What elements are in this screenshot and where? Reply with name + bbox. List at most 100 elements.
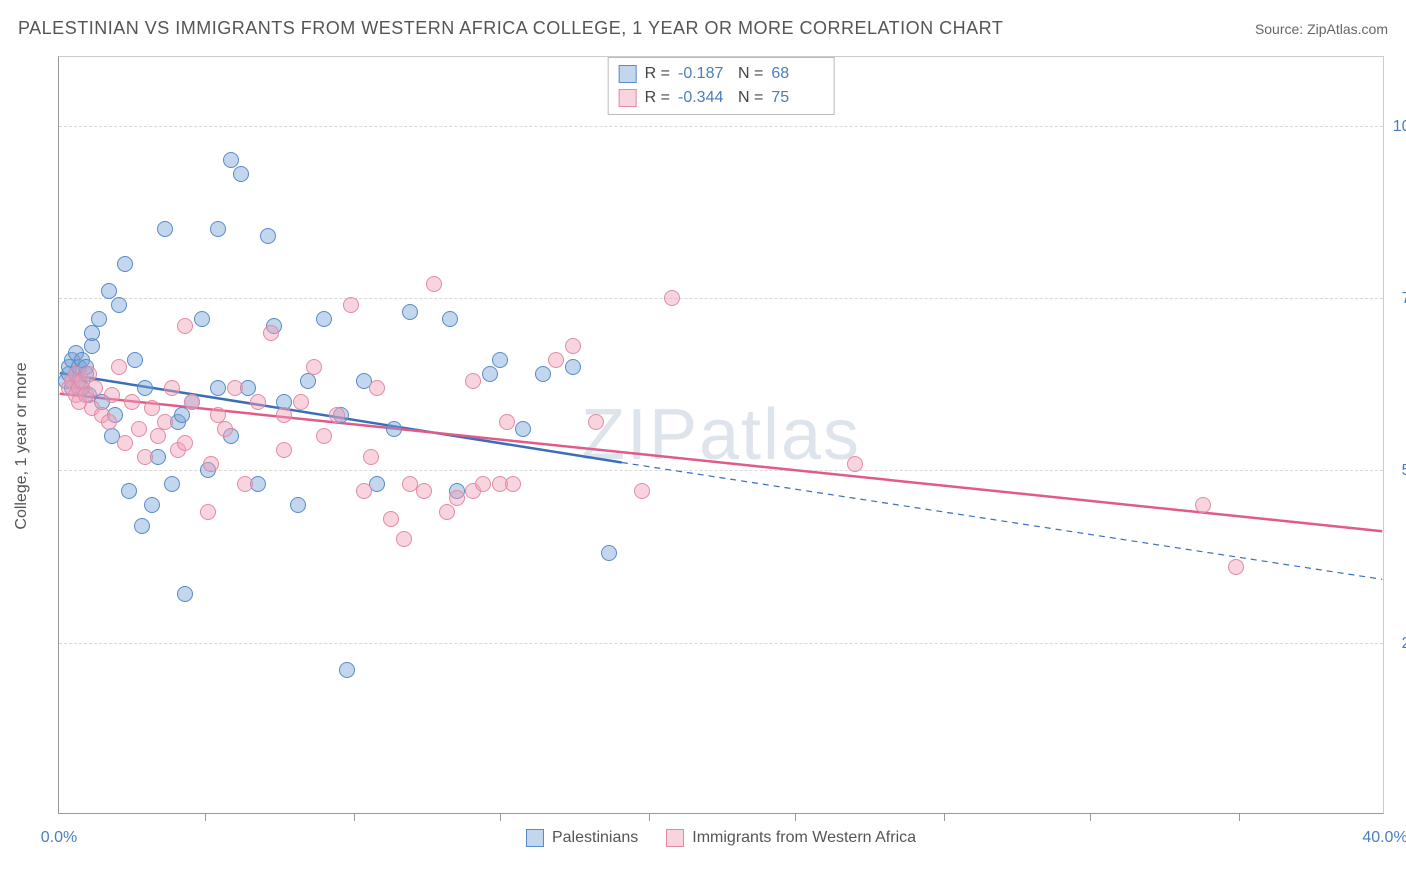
scatter-point — [157, 221, 173, 237]
x-tick — [354, 813, 355, 821]
scatter-point — [121, 483, 137, 499]
x-tick — [944, 813, 945, 821]
n-label: N = — [738, 62, 763, 86]
scatter-point — [276, 442, 292, 458]
stats-row: R = -0.187 N = 68 — [619, 62, 824, 86]
x-tick-label: 40.0% — [1362, 829, 1406, 847]
y-tick-label: 100.0% — [1393, 118, 1406, 136]
y-tick-label: 75.0% — [1402, 290, 1406, 308]
scatter-point — [210, 221, 226, 237]
x-tick — [205, 813, 206, 821]
scatter-point — [482, 366, 498, 382]
scatter-point — [386, 421, 402, 437]
scatter-point — [442, 311, 458, 327]
scatter-point — [505, 476, 521, 492]
scatter-point — [548, 352, 564, 368]
x-tick — [1090, 813, 1091, 821]
gridline: 50.0% — [59, 470, 1383, 471]
scatter-point — [131, 421, 147, 437]
stats-row: R = -0.344 N = 75 — [619, 86, 824, 110]
legend-item: Immigrants from Western Africa — [666, 829, 916, 847]
scatter-point — [329, 407, 345, 423]
gridline: 75.0% — [59, 298, 1383, 299]
y-tick-label: 50.0% — [1402, 462, 1406, 480]
scatter-point — [300, 373, 316, 389]
scatter-point — [634, 483, 650, 499]
scatter-point — [203, 456, 219, 472]
legend-swatch — [666, 829, 684, 847]
scatter-point — [449, 490, 465, 506]
scatter-point — [84, 325, 100, 341]
x-tick — [649, 813, 650, 821]
legend-label: Palestinians — [552, 829, 638, 847]
scatter-point — [383, 511, 399, 527]
scatter-point — [134, 518, 150, 534]
scatter-point — [84, 338, 100, 354]
scatter-point — [124, 394, 140, 410]
r-value: -0.187 — [678, 62, 730, 86]
scatter-point — [276, 407, 292, 423]
scatter-point — [316, 428, 332, 444]
scatter-point — [402, 304, 418, 320]
scatter-point — [200, 504, 216, 520]
scatter-point — [177, 435, 193, 451]
scatter-point — [137, 380, 153, 396]
scatter-point — [117, 256, 133, 272]
scatter-point — [227, 380, 243, 396]
scatter-point — [1228, 559, 1244, 575]
scatter-point — [111, 359, 127, 375]
gridline: 25.0% — [59, 643, 1383, 644]
scatter-point — [439, 504, 455, 520]
scatter-point — [847, 456, 863, 472]
scatter-point — [416, 483, 432, 499]
scatter-point — [664, 290, 680, 306]
scatter-point — [184, 394, 200, 410]
scatter-point — [233, 166, 249, 182]
scatter-point — [91, 311, 107, 327]
scatter-point — [363, 449, 379, 465]
y-tick-label: 25.0% — [1402, 635, 1406, 653]
scatter-point — [601, 545, 617, 561]
watermark: ZIPatlas — [581, 394, 861, 476]
scatter-point — [137, 449, 153, 465]
scatter-point — [475, 476, 491, 492]
r-label: R = — [645, 62, 670, 86]
legend-swatch — [619, 89, 637, 107]
scatter-point — [492, 352, 508, 368]
scatter-point — [535, 366, 551, 382]
r-value: -0.344 — [678, 86, 730, 110]
legend-item: Palestinians — [526, 829, 638, 847]
scatter-point — [396, 531, 412, 547]
n-value: 68 — [771, 62, 823, 86]
scatter-point — [177, 318, 193, 334]
scatter-point — [499, 414, 515, 430]
scatter-point — [101, 414, 117, 430]
gridline: 100.0% — [59, 126, 1383, 127]
scatter-point — [177, 586, 193, 602]
chart-title: PALESTINIAN VS IMMIGRANTS FROM WESTERN A… — [18, 18, 1003, 39]
scatter-point — [194, 311, 210, 327]
scatter-point — [290, 497, 306, 513]
n-label: N = — [738, 86, 763, 110]
scatter-point — [565, 359, 581, 375]
scatter-point — [260, 228, 276, 244]
r-label: R = — [645, 86, 670, 110]
scatter-point — [164, 380, 180, 396]
x-tick — [500, 813, 501, 821]
scatter-point — [144, 400, 160, 416]
scatter-point — [263, 325, 279, 341]
legend-label: Immigrants from Western Africa — [692, 829, 916, 847]
scatter-point — [104, 387, 120, 403]
scatter-point — [250, 394, 266, 410]
scatter-point — [174, 407, 190, 423]
scatter-point — [210, 380, 226, 396]
scatter-point — [339, 662, 355, 678]
scatter-point — [117, 435, 133, 451]
y-axis-label: College, 1 year or more — [13, 362, 31, 529]
scatter-point — [150, 428, 166, 444]
n-value: 75 — [771, 86, 823, 110]
plot-area: ZIPatlas 25.0%50.0%75.0%100.0% 0.0%40.0%… — [58, 56, 1384, 814]
scatter-point — [237, 476, 253, 492]
scatter-point — [87, 380, 103, 396]
scatter-point — [369, 380, 385, 396]
